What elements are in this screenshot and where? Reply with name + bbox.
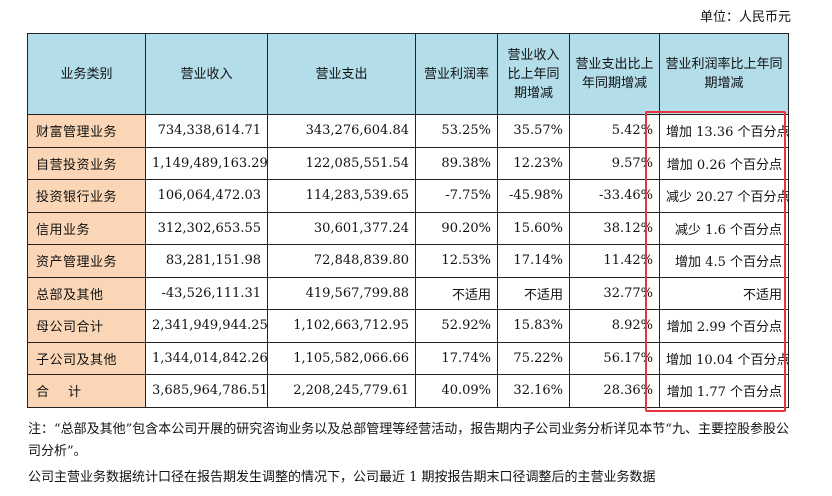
cell-margin: 40.09% xyxy=(415,374,498,408)
cell-category: 投资银行业务 xyxy=(27,179,146,213)
cell-category: 资产管理业务 xyxy=(27,244,146,278)
header-margin: 营业利润率 xyxy=(415,33,498,115)
header-revenue: 营业收入 xyxy=(145,33,268,115)
header-margin-change: 营业利润率比上年同期增减 xyxy=(659,33,789,115)
header-expense-change: 营业支出比上年同期增减 xyxy=(569,33,660,115)
cell-expense: 1,102,663,712.95 xyxy=(267,309,416,343)
footnote-2: 公司主营业务数据统计口径在报告期发生调整的情况下，公司最近 1 期按报告期末口径… xyxy=(28,470,656,485)
cell-category: 信用业务 xyxy=(27,211,146,245)
cell-expense: 1,105,582,066.66 xyxy=(267,341,416,375)
table-row: 信用业务 312,302,653.55 30,601,377.24 90.20% 15.… xyxy=(27,211,789,245)
table-row: 自营投资业务 1,149,489,163.29 122,085,551.54 89.3… xyxy=(27,146,789,180)
cell-category: 总部及其他 xyxy=(27,276,146,310)
cell-exp-change: 11.42% xyxy=(569,244,660,278)
cell-margin: 17.74% xyxy=(415,341,498,375)
cell-exp-change: 38.12% xyxy=(569,211,660,245)
cell-revenue: 734,338,614.71 xyxy=(145,114,268,148)
footnote: 注：“总部及其他”包含本公司开展的研究咨询业务以及总部管理等经营活动，报告期内子… xyxy=(28,422,789,459)
cell-revenue: 2,341,949,944.25 xyxy=(145,309,268,343)
cell-margin: 53.25% xyxy=(415,114,498,148)
table-row: 合 计 3,685,964,786.51 2,208,245,779.61 40.09… xyxy=(27,374,789,408)
cell-revenue: 106,064,472.03 xyxy=(145,179,268,213)
unit-label: 单位：人民币元 xyxy=(700,10,792,25)
table-row: 母公司合计 2,341,949,944.25 1,102,663,712.95 52.… xyxy=(27,309,789,343)
cell-revenue: 3,685,964,786.51 xyxy=(145,374,268,408)
cell-margin: 52.92% xyxy=(415,309,498,343)
table-row: 资产管理业务 83,281,151.98 72,848,839.80 12.53% 17… xyxy=(27,244,789,278)
cell-rev-change: 12.23% xyxy=(497,146,570,180)
cell-exp-change: 5.42% xyxy=(569,114,660,148)
table-row: 投资银行业务 106,064,472.03 114,283,539.65 -7.75%… xyxy=(27,179,789,213)
cell-exp-change: 32.77% xyxy=(569,276,660,310)
business-segment-table: 业务类别 营业收入 营业支出 营业利润率 营业收入比上年同期增减 营业支出比上年… xyxy=(27,33,789,408)
cell-margin-change: 增加 13.36 个百分点 xyxy=(659,114,789,148)
cell-revenue: 1,149,489,163.29 xyxy=(145,146,268,180)
cell-margin: -7.75% xyxy=(415,179,498,213)
cell-revenue: 1,344,014,842.26 xyxy=(145,341,268,375)
cell-expense: 72,848,839.80 xyxy=(267,244,416,278)
header-revenue-change: 营业收入比上年同期增减 xyxy=(497,33,570,115)
header-category: 业务类别 xyxy=(27,33,146,115)
cell-margin: 不适用 xyxy=(415,276,498,310)
cell-exp-change: 8.92% xyxy=(569,309,660,343)
cell-margin: 12.53% xyxy=(415,244,498,278)
cell-rev-change: 35.57% xyxy=(497,114,570,148)
cell-rev-change: 15.83% xyxy=(497,309,570,343)
cell-expense: 114,283,539.65 xyxy=(267,179,416,213)
cell-expense: 419,567,799.88 xyxy=(267,276,416,310)
cell-expense: 30,601,377.24 xyxy=(267,211,416,245)
cell-margin-change: 增加 4.5 个百分点 xyxy=(659,244,789,278)
cell-category: 子公司及其他 xyxy=(27,341,146,375)
cell-margin-change: 增加 1.77 个百分点 xyxy=(659,374,789,408)
cell-rev-change: 15.60% xyxy=(497,211,570,245)
cell-expense: 2,208,245,779.61 xyxy=(267,374,416,408)
cell-rev-change: 32.16% xyxy=(497,374,570,408)
cell-rev-change: 75.22% xyxy=(497,341,570,375)
cell-exp-change: -33.46% xyxy=(569,179,660,213)
cell-category: 自营投资业务 xyxy=(27,146,146,180)
header-expense: 营业支出 xyxy=(267,33,416,115)
cell-rev-change: 不适用 xyxy=(497,276,570,310)
cell-expense: 343,276,604.84 xyxy=(267,114,416,148)
cell-exp-change: 56.17% xyxy=(569,341,660,375)
table-row: 子公司及其他 1,344,014,842.26 1,105,582,066.66 17… xyxy=(27,341,789,375)
cell-expense: 122,085,551.54 xyxy=(267,146,416,180)
cell-revenue: 312,302,653.55 xyxy=(145,211,268,245)
cell-margin-change: 减少 20.27 个百分点 xyxy=(659,179,789,213)
cell-margin: 90.20% xyxy=(415,211,498,245)
cell-revenue: -43,526,111.31 xyxy=(145,276,268,310)
cell-margin-change: 增加 0.26 个百分点 xyxy=(659,146,789,180)
cell-exp-change: 9.57% xyxy=(569,146,660,180)
cell-exp-change: 28.36% xyxy=(569,374,660,408)
cell-margin: 89.38% xyxy=(415,146,498,180)
cell-margin-change: 增加 10.04 个百分点 xyxy=(659,341,789,375)
cell-category: 财富管理业务 xyxy=(27,114,146,148)
cell-category: 合 计 xyxy=(27,374,146,408)
table-header-row: 业务类别 营业收入 营业支出 营业利润率 营业收入比上年同期增减 营业支出比上年… xyxy=(27,33,789,115)
cell-margin-change: 不适用 xyxy=(659,276,789,310)
cell-margin-change: 增加 2.99 个百分点 xyxy=(659,309,789,343)
cell-rev-change: 17.14% xyxy=(497,244,570,278)
table-row: 财富管理业务 734,338,614.71 343,276,604.84 53.25%… xyxy=(27,114,789,148)
cell-margin-change: 减少 1.6 个百分点 xyxy=(659,211,789,245)
table-row: 总部及其他 -43,526,111.31 419,567,799.88 不适用 不适用 3… xyxy=(27,276,789,310)
cell-rev-change: -45.98% xyxy=(497,179,570,213)
cell-revenue: 83,281,151.98 xyxy=(145,244,268,278)
cell-category: 母公司合计 xyxy=(27,309,146,343)
